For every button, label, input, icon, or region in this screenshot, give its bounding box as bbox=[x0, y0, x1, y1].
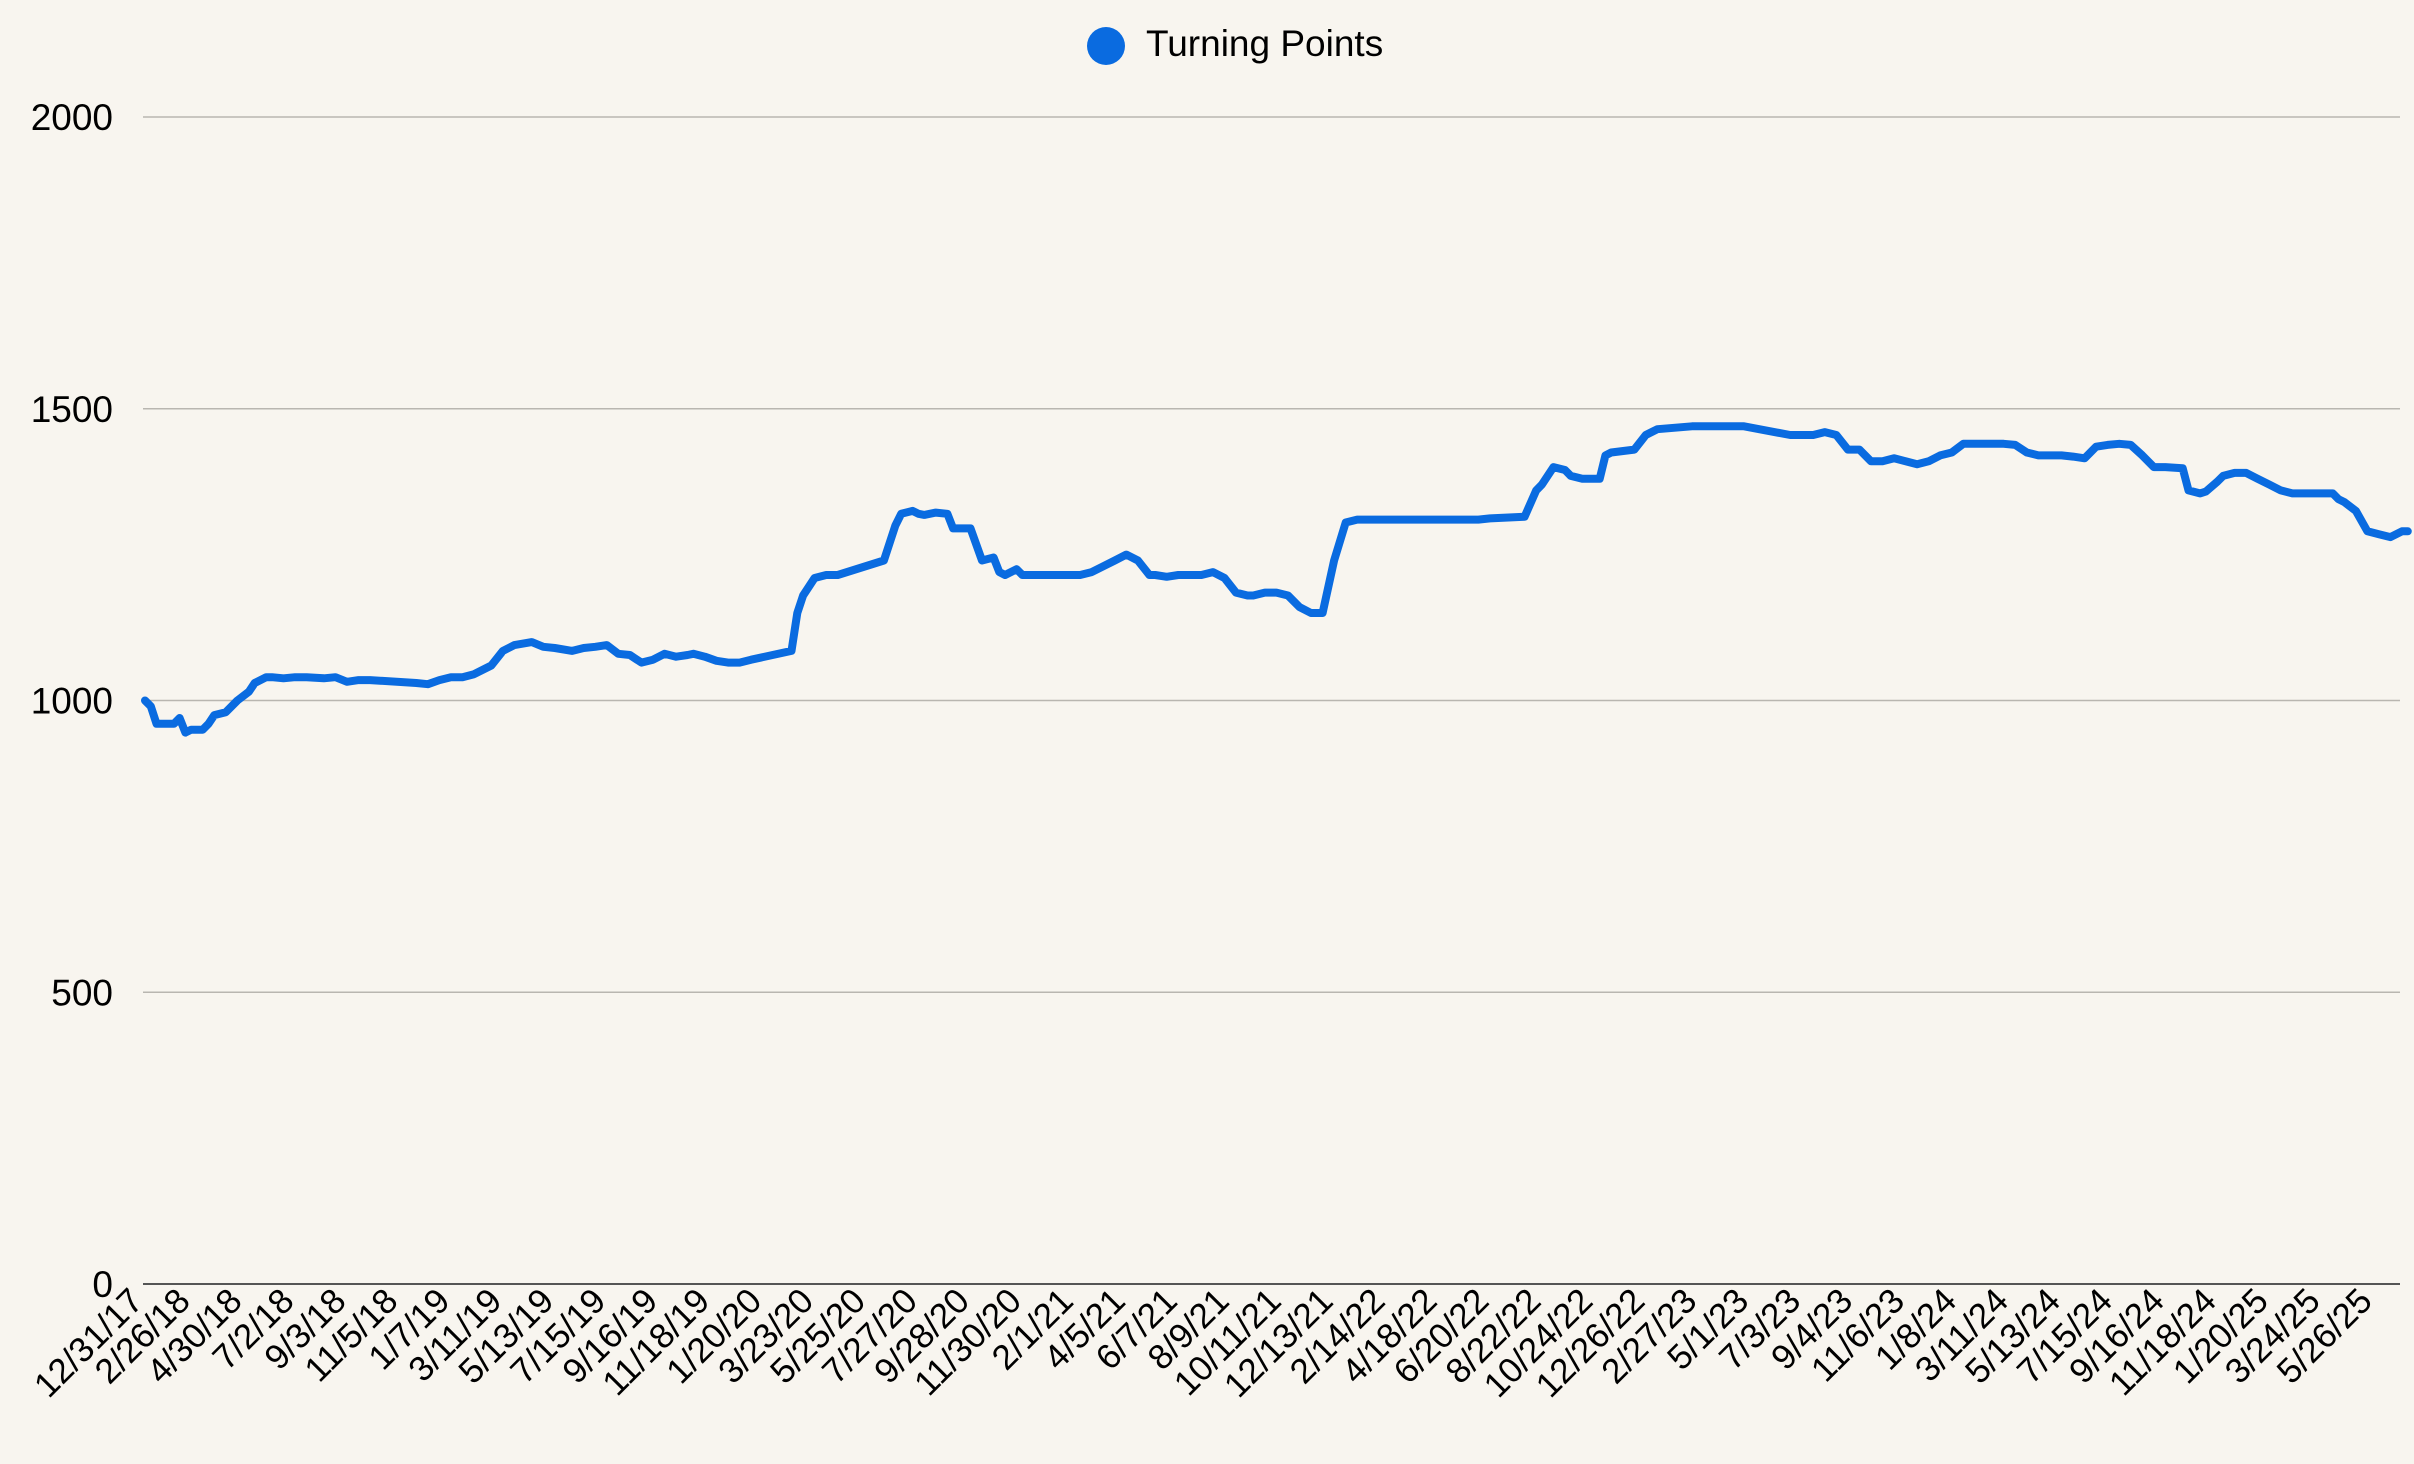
y-axis: 0 500 1000 1500 2000 bbox=[31, 97, 113, 1305]
y-tick-label: 500 bbox=[51, 972, 113, 1013]
legend: Turning Points bbox=[1087, 23, 1383, 65]
y-tick-label: 0 bbox=[92, 1264, 113, 1305]
y-tick-label: 2000 bbox=[31, 97, 113, 138]
series-layer bbox=[141, 422, 2412, 737]
legend-marker bbox=[1087, 27, 1125, 65]
y-tick-label: 1000 bbox=[31, 681, 113, 722]
gridlines bbox=[143, 116, 2400, 1285]
y-tick-label: 1500 bbox=[31, 389, 113, 430]
legend-label: Turning Points bbox=[1146, 23, 1383, 64]
series-line-turning-points bbox=[141, 422, 2412, 737]
